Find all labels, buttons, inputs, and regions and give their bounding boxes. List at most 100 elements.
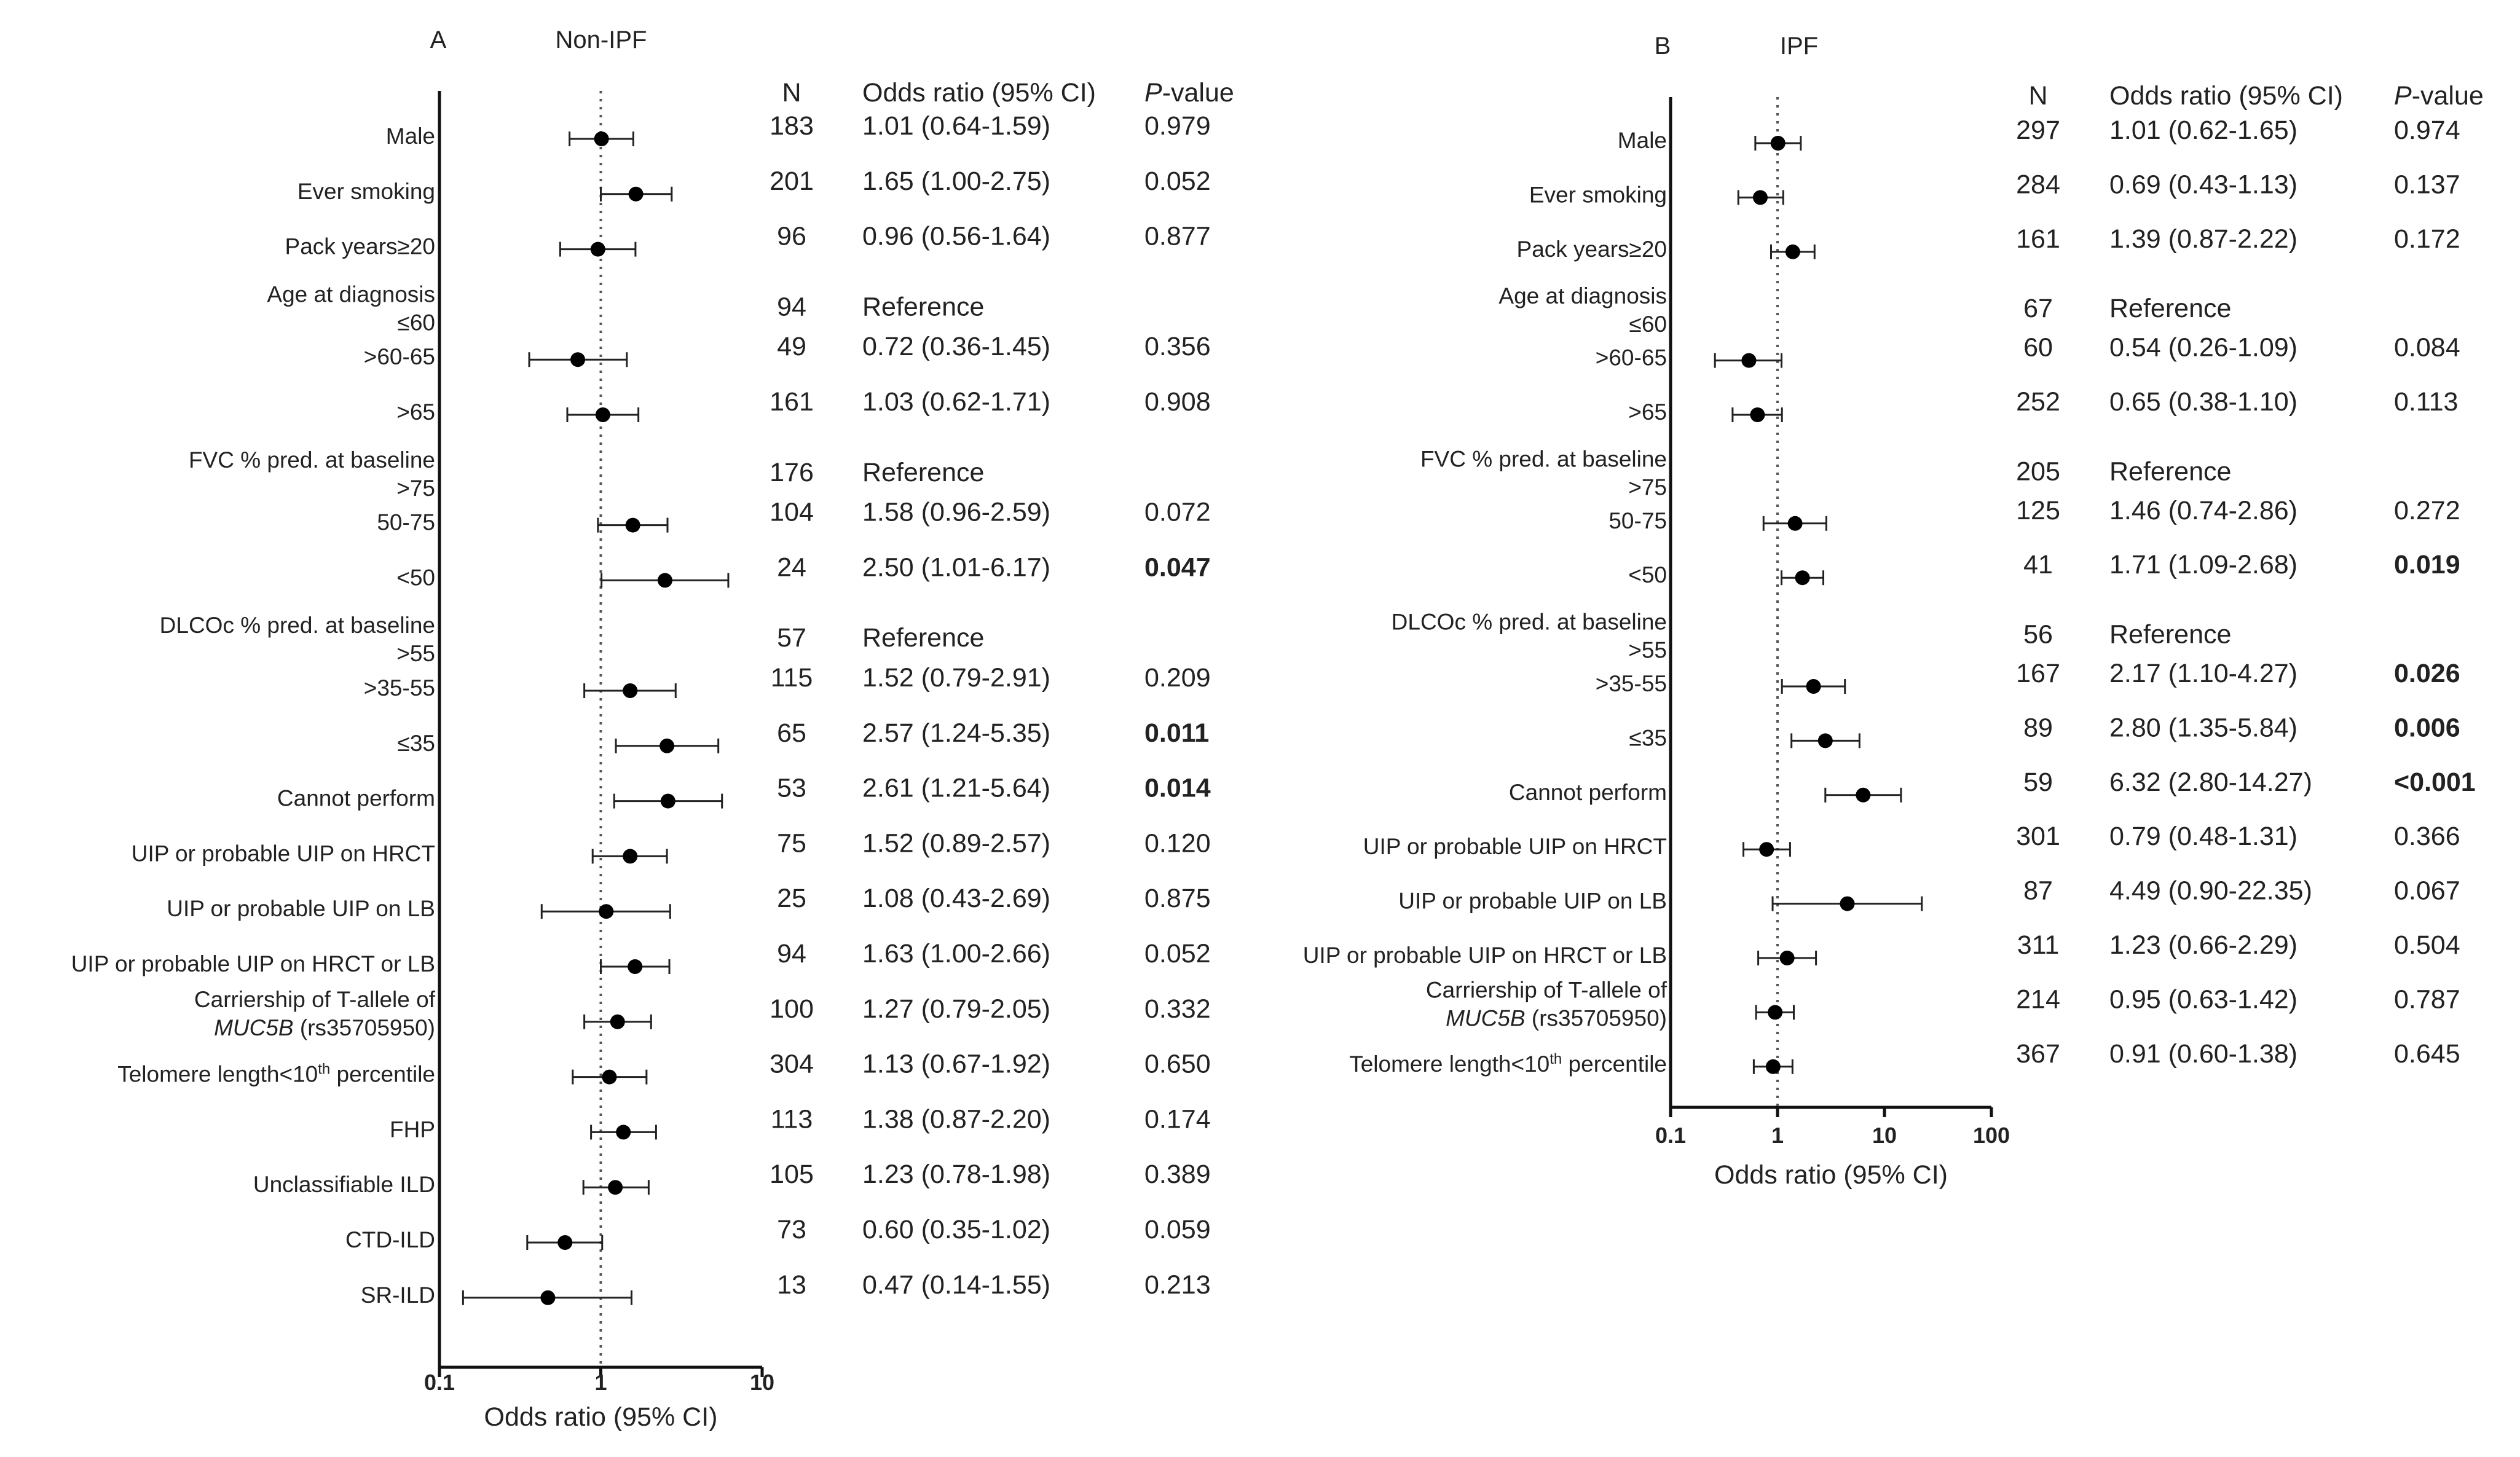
row-p-value: 0.272 [2394, 496, 2460, 525]
row-p-value: 0.650 [1144, 1050, 1211, 1079]
row-odds-ratio: Reference [862, 292, 984, 321]
row-n: 100 [770, 994, 814, 1024]
forest-row: UIP or probable UIP on LB 87 4.49 (0.90-22… [1398, 876, 2460, 914]
x-axis-label: Odds ratio (95% CI) [1714, 1160, 1948, 1190]
row-label: Male [1618, 128, 1667, 153]
row-label: Pack years≥20 [1517, 237, 1667, 262]
forest-row: UIP or probable UIP on HRCT or LB 311 1.23… [1303, 930, 2460, 968]
x-tick-label: 100 [1973, 1123, 2010, 1148]
point-estimate [599, 904, 614, 919]
forest-row: >65 161 1.03 (0.62-1.71) 0.908 [396, 387, 1210, 425]
row-n: 304 [770, 1050, 814, 1079]
row-odds-ratio: 0.54 (0.26-1.09) [2109, 333, 2298, 363]
row-p-value: 0.052 [1144, 167, 1211, 196]
point-estimate [1779, 951, 1795, 965]
row-p-value: 0.356 [1144, 332, 1211, 361]
row-odds-ratio: Reference [2109, 457, 2231, 486]
row-n: 176 [770, 458, 814, 487]
row-label: Male [386, 124, 435, 149]
point-estimate [1795, 570, 1810, 586]
panel-b: B IPF N Odds ratio (95% CI) P-value 0.1 1 10 100… [1303, 33, 2484, 1190]
forest-row: UIP or probable UIP on HRCT 301 0.79 (0.48… [1363, 822, 2460, 859]
row-p-value: 0.172 [2394, 224, 2460, 254]
point-estimate [1787, 516, 1803, 531]
point-estimate [610, 1014, 625, 1029]
row-odds-ratio: 1.01 (0.62-1.65) [2109, 116, 2298, 145]
row-odds-ratio: 2.17 (1.10-4.27) [2109, 659, 2298, 688]
row-odds-ratio: 1.23 (0.78-1.98) [862, 1160, 1050, 1189]
row-odds-ratio: 2.57 (1.24-5.35) [862, 718, 1050, 748]
panel-title: IPF [1780, 33, 1818, 60]
row-p-value: 0.389 [1144, 1160, 1211, 1189]
row-odds-ratio: 1.52 (0.89-2.57) [862, 828, 1050, 858]
row-label: >35-55 [1596, 671, 1667, 696]
point-estimate [660, 738, 675, 753]
row-p-value: 0.908 [1144, 387, 1211, 417]
row-label: FVC % pred. at baseline [1420, 446, 1667, 471]
row-sublabel: >55 [1628, 638, 1667, 663]
forest-row: Carriership of T-allele of MUC5B (rs35705… [194, 987, 1211, 1040]
forest-row: Carriership of T-allele of MUC5B (rs35705… [1426, 977, 2460, 1031]
row-n: 96 [777, 222, 806, 251]
row-label: UIP or probable UIP on HRCT [132, 841, 435, 866]
row-odds-ratio: 1.01 (0.64-1.59) [862, 111, 1050, 141]
gene-name: MUC5B [1446, 1005, 1526, 1031]
row-label: UIP or probable UIP on HRCT [1363, 834, 1667, 859]
row-p-value: 0.067 [2394, 876, 2460, 906]
forest-row: FVC % pred. at baseline >75 176 Reference [189, 447, 984, 501]
row-p-value: 0.026 [2394, 659, 2460, 688]
row-p-value: 0.974 [2394, 116, 2460, 145]
row-label: CTD-ILD [345, 1227, 435, 1252]
row-label: UIP or probable UIP on HRCT or LB [1303, 943, 1667, 968]
row-odds-ratio: 1.03 (0.62-1.71) [862, 387, 1050, 417]
row-odds-ratio: 1.08 (0.43-2.69) [862, 884, 1050, 913]
row-n: 65 [777, 718, 806, 748]
row-p-value: 0.019 [2394, 550, 2460, 579]
x-tick-label: 10 [750, 1370, 774, 1395]
row-n: 75 [777, 828, 806, 858]
row-n: 104 [770, 498, 814, 527]
x-axis-label: Odds ratio (95% CI) [484, 1402, 718, 1432]
row-p-value: 0.875 [1144, 884, 1211, 913]
forest-row: UIP or probable UIP on HRCT or LB 94 1.63 … [71, 939, 1211, 976]
point-estimate [1856, 787, 1871, 803]
forest-row: Telomere length<10th percentile 304 1.13 (… [117, 1050, 1210, 1087]
row-p-value: 0.014 [1144, 774, 1211, 803]
row-label: Telomere length<10th percentile [117, 1061, 435, 1087]
row-odds-ratio: 2.80 (1.35-5.84) [2109, 713, 2298, 742]
gene-name: MUC5B [214, 1015, 294, 1040]
row-odds-ratio: 2.61 (1.21-5.64) [862, 774, 1050, 803]
row-sublabel: MUC5B (rs35705950) [214, 1015, 435, 1040]
forest-row: ≤35 89 2.80 (1.35-5.84) 0.006 [1629, 713, 2460, 750]
forest-row: Age at diagnosis ≤60 67 Reference [1498, 283, 2231, 337]
row-label: <50 [396, 565, 435, 590]
row-odds-ratio: 1.52 (0.79-2.91) [862, 663, 1050, 693]
row-label: DLCOc % pred. at baseline [160, 613, 435, 638]
row-p-value: 0.084 [2394, 333, 2460, 363]
point-estimate [540, 1290, 556, 1305]
row-odds-ratio: 1.38 (0.87-2.20) [862, 1104, 1050, 1134]
p-rest: -value [2412, 81, 2484, 111]
row-n: 125 [2016, 496, 2060, 525]
row-n: 301 [2016, 822, 2060, 851]
row-p-value: 0.011 [1144, 718, 1209, 748]
row-p-value: 0.006 [2394, 713, 2460, 742]
row-sublabel: >75 [1628, 474, 1667, 500]
row-odds-ratio: Reference [862, 623, 984, 653]
forest-row: Telomere length<10th percentile 367 0.91 (… [1349, 1039, 2460, 1077]
point-estimate [1840, 896, 1855, 911]
label-superscript: th [1549, 1050, 1562, 1067]
forest-row: >60-65 60 0.54 (0.26-1.09) 0.084 [1596, 333, 2460, 371]
row-label: >65 [1628, 399, 1667, 425]
row-label: ≤35 [1629, 725, 1667, 750]
row-label: ≤35 [398, 731, 435, 756]
row-odds-ratio: 1.13 (0.67-1.92) [862, 1050, 1050, 1079]
row-n: 284 [2016, 170, 2060, 199]
point-estimate [1752, 190, 1768, 205]
row-label: Age at diagnosis [1498, 283, 1667, 308]
point-estimate [660, 793, 675, 809]
point-estimate [594, 132, 609, 146]
row-odds-ratio: 1.71 (1.09-2.68) [2109, 550, 2298, 579]
label-superscript: th [318, 1061, 330, 1077]
row-label: Pack years≥20 [285, 234, 435, 259]
